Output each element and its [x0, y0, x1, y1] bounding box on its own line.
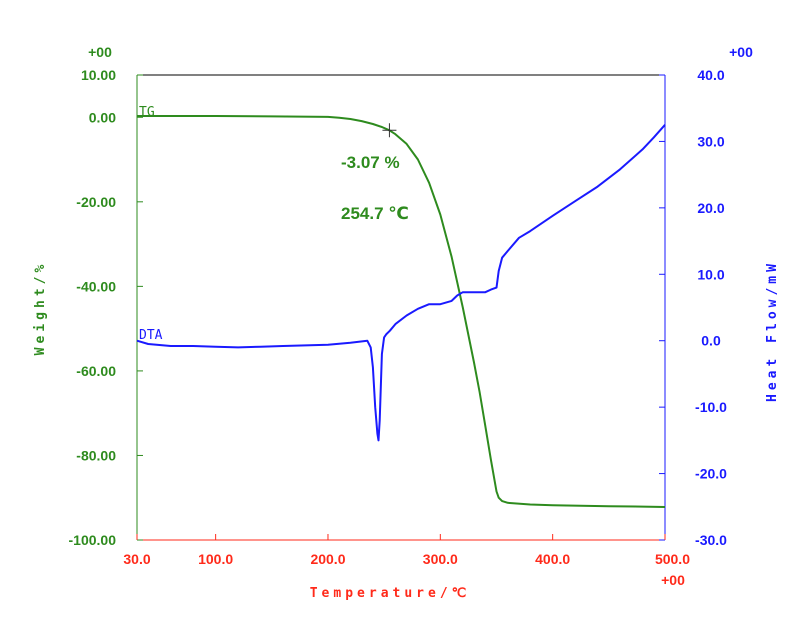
y-right-tick-label: 0.0 — [701, 333, 721, 349]
y-left-tick-label: 0.00 — [89, 109, 116, 125]
y-right-tick-label: 20.0 — [697, 200, 724, 216]
y-left-tick-label: -40.00 — [76, 278, 116, 294]
y-right-tick-label: 30.0 — [697, 133, 724, 149]
y-left-tick-label: -100.00 — [69, 532, 117, 548]
y-left-axis-title: Weight/% — [33, 261, 48, 356]
y-right-tick-label: -20.0 — [695, 466, 727, 482]
x-tick-label: 400.0 — [535, 551, 570, 567]
annotation-temperature: 254.7 ℃ — [341, 204, 409, 223]
x-multiplier: +00 — [661, 572, 685, 588]
x-tick-label: 200.0 — [310, 551, 345, 567]
labels-layer: +00 +00 +00 Temperature/℃ Weight/% Heat … — [33, 44, 780, 601]
ticks-layer: 10.00 0.00 -20.00 -40.00 -60.00 -80.00 -100.00… — [69, 67, 728, 567]
y-right-tick-label: 10.0 — [697, 266, 724, 282]
series-label-dta: DTA — [139, 328, 163, 343]
series-line-tg — [137, 115, 666, 508]
y-right-tick-label: 40.0 — [697, 67, 724, 83]
y-left-tick-label: 10.00 — [81, 67, 116, 83]
series-layer — [136, 115, 666, 508]
series-label-tg: TG — [139, 105, 155, 120]
x-tick-label: 500.0 — [655, 551, 690, 567]
x-axis-title: Temperature/℃ — [310, 586, 471, 601]
series-line-dta — [136, 124, 666, 442]
y-left-multiplier: +00 — [88, 44, 112, 60]
x-tick-label: 100.0 — [198, 551, 233, 567]
y-left-tick-label: -60.00 — [76, 363, 116, 379]
y-right-tick-label: -10.0 — [695, 399, 727, 415]
x-tick-label: 30.0 — [123, 551, 150, 567]
y-left-tick-label: -20.00 — [76, 194, 116, 210]
x-tick-label: 300.0 — [423, 551, 458, 567]
y-right-multiplier: +00 — [729, 44, 753, 60]
y-left-tick-label: -80.00 — [76, 447, 116, 463]
y-right-axis-title: Heat Flow/mW — [765, 260, 780, 402]
y-right-tick-label: -30.0 — [695, 532, 727, 548]
annotation-mass-loss: -3.07 % — [341, 153, 400, 172]
plot-frame — [136, 74, 666, 541]
